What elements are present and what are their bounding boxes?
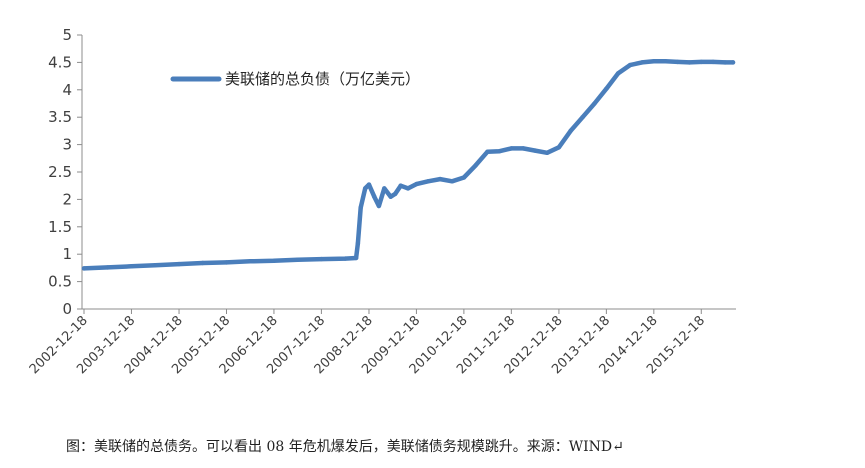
data-point [129,264,134,269]
data-point [437,176,443,182]
data-point [461,175,467,180]
data-point [710,59,716,65]
series-layer [81,59,736,271]
data-point [568,128,573,134]
data-point [532,148,538,153]
data-point [295,257,300,262]
data-point [473,163,478,168]
data-point [675,59,680,65]
data-point [153,263,158,268]
data-point [414,181,419,187]
data-point [355,241,361,246]
data-point [382,186,387,191]
data-point [663,59,668,64]
data-point [405,186,411,191]
data-point [556,145,562,150]
data-point [615,71,621,76]
x-ticks: 2002-12-182003-12-182004-12-182005-12-18… [27,309,708,377]
y-tick-label: 4.5 [48,53,72,71]
data-point [393,191,398,197]
data-point [372,194,377,199]
y-tick-label: 1 [62,245,72,263]
data-point [319,256,324,262]
data-point [200,260,205,266]
data-point [271,258,277,263]
data-point [627,62,633,68]
data-point [730,60,736,65]
data-point [224,260,229,265]
data-point [604,86,609,91]
y-tick-label: 2 [62,190,72,208]
data-point [358,205,363,210]
legend-label: 美联储的总负债（万亿美元） [225,70,420,88]
y-tick-label: 0 [62,300,72,318]
legend: 美联储的总负债（万亿美元） [170,70,420,88]
data-point [449,179,455,184]
data-point [592,101,597,106]
data-point [343,256,348,261]
data-point [376,203,382,209]
data-point [176,261,182,267]
data-point [485,149,490,154]
data-point [497,149,502,154]
data-point [353,255,359,261]
data-point [81,266,87,271]
data-point [366,182,372,187]
data-point [363,186,368,191]
data-point [248,259,253,264]
series-line [81,59,736,271]
data-point [580,115,585,120]
y-tick-label: 4 [62,81,72,99]
y-tick-label: 3.5 [48,108,72,126]
figure-caption: 图：美联储的总债务。可以看出 08 年危机爆发后，美联储债务规模跳升。来源：WI… [66,439,624,455]
y-tick-label: 0.5 [48,273,72,291]
y-tick-label: 2.5 [48,163,72,181]
data-point [521,146,526,151]
data-point [722,60,728,65]
data-point [639,60,645,65]
y-tick-label: 5 [62,26,72,44]
data-point [699,59,704,65]
data-point [651,59,656,64]
y-tick-label: 1.5 [48,218,72,236]
y-tick-label: 3 [62,136,72,154]
data-point [687,60,692,65]
data-point [398,183,403,188]
y-ticks: 0 0.5 1 1.5 2 2.5 3 3.5 4 4.5 5 [48,26,82,318]
data-point [509,146,514,151]
data-point [388,194,393,199]
data-point [544,150,550,155]
data-point [425,179,431,184]
data-point [105,265,110,270]
